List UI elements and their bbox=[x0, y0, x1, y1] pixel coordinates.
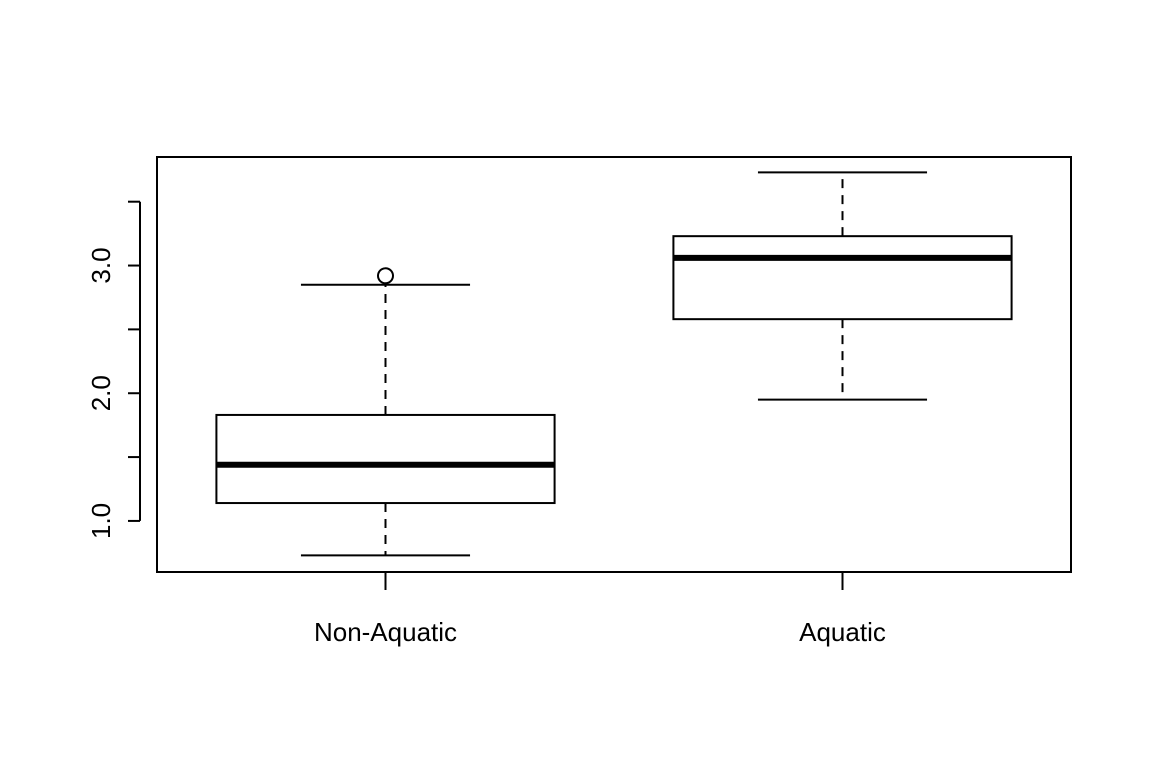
plot-frame bbox=[156, 156, 1072, 573]
x-axis: Non-Aquatic Aquatic bbox=[314, 572, 886, 647]
y-axis: 1.0 2.0 3.0 bbox=[86, 200, 141, 539]
iqr-box bbox=[672, 235, 1013, 321]
box-0 bbox=[215, 267, 556, 557]
x-tick-label: Non-Aquatic bbox=[314, 617, 457, 647]
y-tick-label: 1.0 bbox=[86, 503, 116, 539]
y-tick-label: 2.0 bbox=[86, 375, 116, 411]
iqr-box bbox=[215, 413, 556, 505]
outlier-point bbox=[377, 267, 394, 285]
y-tick-label: 3.0 bbox=[86, 247, 116, 283]
x-tick-label: Aquatic bbox=[799, 617, 886, 647]
boxes bbox=[215, 171, 1013, 557]
box-1 bbox=[672, 171, 1013, 401]
